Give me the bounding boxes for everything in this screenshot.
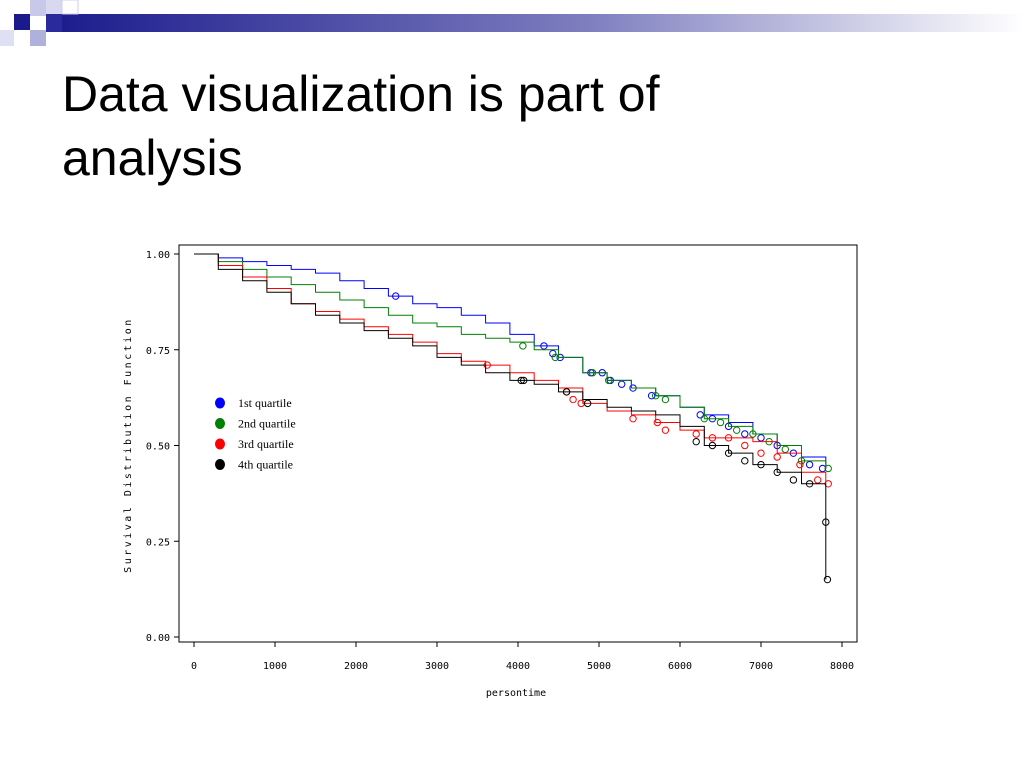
censor-marker <box>519 376 528 385</box>
censor-marker <box>822 518 830 526</box>
x-tick-label: 2000 <box>344 661 368 672</box>
censor-marker <box>805 460 814 469</box>
censor-marker <box>549 349 557 358</box>
censor-marker <box>519 342 527 350</box>
y-tick-label: 0.25 <box>146 537 170 548</box>
header-square <box>46 14 62 32</box>
y-axis: 0.00 0.25 0.50 0.75 1.00 <box>146 250 179 644</box>
header-square <box>30 30 46 46</box>
y-tick-label: 0.75 <box>146 346 170 357</box>
header-square <box>0 30 14 46</box>
censor-marker <box>733 426 741 434</box>
x-tick-label: 6000 <box>668 661 692 672</box>
censor-marker <box>700 414 708 423</box>
censor-marker <box>661 395 670 404</box>
y-tick-label: 1.00 <box>146 250 170 261</box>
censor-marker <box>757 449 765 457</box>
censor-marker <box>661 426 670 434</box>
y-tick-label: 0.50 <box>146 442 170 453</box>
censor-marker <box>653 418 662 427</box>
censor-marker <box>583 399 592 408</box>
censor-marker <box>773 468 781 477</box>
censor-marker <box>824 464 832 473</box>
legend-marker <box>215 438 225 450</box>
censor-marker <box>724 434 733 442</box>
y-axis-label: Survival Distribution Function <box>123 317 134 573</box>
survival-curve <box>194 253 826 485</box>
legend-marker <box>215 418 225 429</box>
censor-marker <box>741 441 749 450</box>
header-square <box>46 0 62 14</box>
slide-title-line-2: analysis <box>62 130 243 186</box>
censor-marker <box>757 434 765 442</box>
survival-curve <box>194 253 827 469</box>
censor-marker <box>696 411 704 419</box>
censor-marker <box>692 430 700 438</box>
censor-marker <box>773 453 781 461</box>
censor-marker <box>605 376 613 385</box>
censor-marker <box>517 376 525 385</box>
legend-label: 1st quartile <box>238 396 292 410</box>
censor-marker <box>692 437 700 446</box>
censor-marker <box>749 430 757 438</box>
x-tick-label: 3000 <box>425 661 449 672</box>
censor-marker <box>716 418 725 427</box>
censor-marker <box>741 430 749 438</box>
censor-marker <box>741 457 749 465</box>
censor-marker <box>789 476 798 484</box>
x-axis: 0 1000 2000 3000 4000 5000 6000 7000 8000 <box>191 642 854 672</box>
header-decoration <box>0 0 1024 46</box>
censor-marker <box>617 380 626 388</box>
x-tick-label: 4000 <box>506 661 530 672</box>
x-tick-label: 8000 <box>830 661 854 672</box>
censor-marker <box>708 434 717 442</box>
legend-label: 3rd quartile <box>238 437 294 451</box>
x-tick-label: 7000 <box>749 661 773 672</box>
censor-marker <box>588 369 597 377</box>
legend-label: 4th quartile <box>238 458 293 472</box>
censor-marker <box>540 342 548 350</box>
censor-marker <box>708 441 717 450</box>
censor-marker <box>652 392 660 400</box>
censor-marker <box>805 480 814 488</box>
slide-title: Data visualization is part of analysis <box>62 62 862 190</box>
series-4 <box>194 253 832 584</box>
header-gradient-bar <box>46 14 1024 32</box>
legend-label: 2nd quartile <box>238 417 296 431</box>
censor-marker <box>551 353 559 362</box>
censor-marker <box>569 395 577 404</box>
censor-marker <box>629 414 637 423</box>
censor-marker <box>647 392 656 400</box>
series-layer <box>194 253 832 584</box>
legend: 1st quartile 2nd quartile 3rd quartile 4th … <box>215 396 296 472</box>
header-square <box>14 14 30 30</box>
legend-marker <box>215 397 225 409</box>
censor-marker <box>562 388 571 396</box>
censor-marker <box>781 445 789 454</box>
censor-marker <box>724 449 733 457</box>
x-tick-label: 5000 <box>587 661 611 672</box>
x-axis-label: persontime <box>486 688 546 699</box>
censor-marker <box>823 575 832 584</box>
censor-marker <box>757 460 765 469</box>
series-2 <box>194 253 832 473</box>
x-tick-label: 1000 <box>263 661 287 672</box>
censor-marker <box>814 476 822 484</box>
slide-title-line-1: Data visualization is part of <box>62 66 660 122</box>
censor-marker <box>391 292 400 300</box>
legend-marker <box>215 459 225 470</box>
header-square <box>61 0 79 15</box>
survival-curve <box>194 253 827 469</box>
header-square <box>30 0 46 16</box>
censor-marker <box>796 460 804 469</box>
x-tick-label: 0 <box>191 661 197 672</box>
y-tick-label: 0.00 <box>146 633 170 644</box>
